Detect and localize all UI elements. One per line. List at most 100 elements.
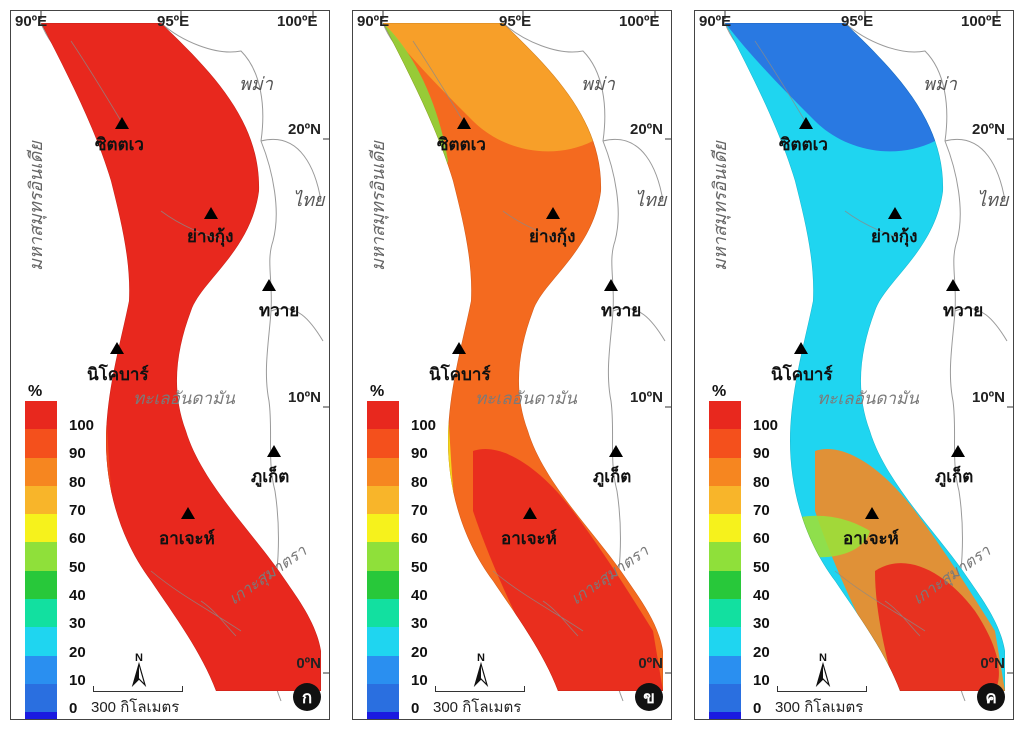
legend-unit: % [28,383,43,400]
lat-label-0: 0ºN [296,655,321,672]
city-marker-nicobar [452,342,466,354]
legend-swatch [25,542,57,571]
sea-label: ทะเลอันดามัน [817,389,919,408]
city-marker-dawei [262,279,276,291]
legend-tick: 30 [753,615,770,633]
city-label-sittwe: ซิตตเว [95,135,144,154]
city-label-yangon: ย่างกุ้ง [529,227,576,246]
legend-tick: 100 [69,417,95,435]
legend-tick: 100 [753,417,779,435]
legend-swatch [367,457,399,486]
legend-swatch [709,542,741,571]
legend-tick: 50 [411,558,428,576]
legend-swatch [25,627,57,656]
legend-tick: 20 [411,643,428,661]
legend-swatch [367,542,399,571]
legend-tick: 100 [411,417,437,435]
panel-badge-b: ข [635,683,663,711]
legend-tick: 0 [69,700,78,718]
legend-tick: 40 [753,586,770,604]
lon-label-100: 100ºE [619,13,660,30]
legend-bar [25,401,57,719]
country-label-myanmar: พม่า [239,74,273,94]
panel-badge-a: ก [293,683,321,711]
city-label-phuket: ภูเก็ต [935,467,974,486]
ocean-label: มหาสมุทรอินเดีย [368,141,388,271]
sea-label: ทะเลอันดามัน [133,389,235,408]
legend-swatch [25,429,57,458]
lat-label-20: 20ºN [972,121,1005,138]
legend-bar [367,401,399,719]
legend-tick: 90 [69,445,86,463]
legend-swatch [709,683,741,713]
legend-tick: 10 [411,671,428,689]
ocean-label: มหาสมุทรอินเดีย [26,141,46,271]
country-label-myanmar: พม่า [581,74,615,94]
legend-swatch [25,457,57,486]
legend-tick: 30 [411,615,428,633]
legend-swatch [367,655,399,684]
city-marker-yangon [204,207,218,219]
city-marker-dawei [604,279,618,291]
city-marker-phuket [951,445,965,457]
legend-swatch [25,712,57,719]
north-arrow-icon: N [131,652,147,687]
city-label-nicobar: นิโคบาร์ [429,365,491,384]
map-canvas [724,11,1013,702]
city-label-yangon: ย่างกุ้ง [871,227,918,246]
legend-swatch [367,712,399,719]
city-label-nicobar: นิโคบาร์ [87,365,149,384]
lon-label-95: 95ºE [499,13,532,30]
legend-tick: 40 [411,586,428,604]
legend-tick: 70 [411,502,428,520]
lat-label-20: 20ºN [630,121,663,138]
lat-label-20: 20ºN [288,121,321,138]
legend-swatch [367,599,399,628]
city-marker-yangon [888,207,902,219]
legend-swatch [709,627,741,656]
city-label-phuket: ภูเก็ต [251,467,290,486]
legend-swatch [25,655,57,684]
city-label-dawei: ทวาย [943,301,984,320]
legend-tick: 40 [69,586,86,604]
lat-label-10: 10ºN [288,389,321,406]
city-label-sittwe: ซิตตเว [437,135,486,154]
city-marker-yangon [546,207,560,219]
north-label: N [135,652,143,664]
map-panel-b: 90ºE 95ºE 100ºE 20ºN 10ºN 0ºN มหาสมุทรอิ… [352,10,672,720]
city-label-aceh: อาเจะห์ [501,529,557,548]
city-marker-phuket [609,445,623,457]
legend-tick: 90 [411,445,428,463]
legend-swatch [709,429,741,458]
legend-tick: 20 [69,643,86,661]
legend-unit: % [370,383,385,400]
north-label: N [477,652,485,664]
city-label-aceh: อาเจะห์ [159,529,215,548]
legend-swatch [709,485,741,515]
ocean-label: มหาสมุทรอินเดีย [710,141,730,271]
legend-tick: 0 [411,700,420,718]
country-label-thailand: ไทย [977,190,1009,210]
legend-tick: 60 [753,530,770,548]
legend-bar [709,401,741,719]
city-label-dawei: ทวาย [259,301,300,320]
field-patch-north [725,23,935,152]
legend-swatch [709,712,741,719]
scale-label: 300 กิโลเมตร [91,699,180,716]
legend-tick: 90 [753,445,770,463]
lon-label-90: 90ºE [15,13,48,30]
legend-tick: 70 [69,502,86,520]
city-marker-sittwe [457,117,471,129]
field-patch-se [875,563,999,691]
legend-tick: 60 [69,530,86,548]
lat-label-0: 0ºN [638,655,663,672]
legend-tick: 50 [69,558,86,576]
legend-tick: 80 [753,473,770,491]
legend-swatch [367,401,399,430]
legend-tick: 70 [753,502,770,520]
legend-swatch [25,599,57,628]
legend-tick: 0 [753,700,762,718]
city-label-phuket: ภูเก็ต [593,467,632,486]
map-panel-c: 90ºE 95ºE 100ºE 20ºN 10ºN 0ºN มหาสมุทรอิ… [694,10,1014,720]
legend-swatch [367,514,399,543]
